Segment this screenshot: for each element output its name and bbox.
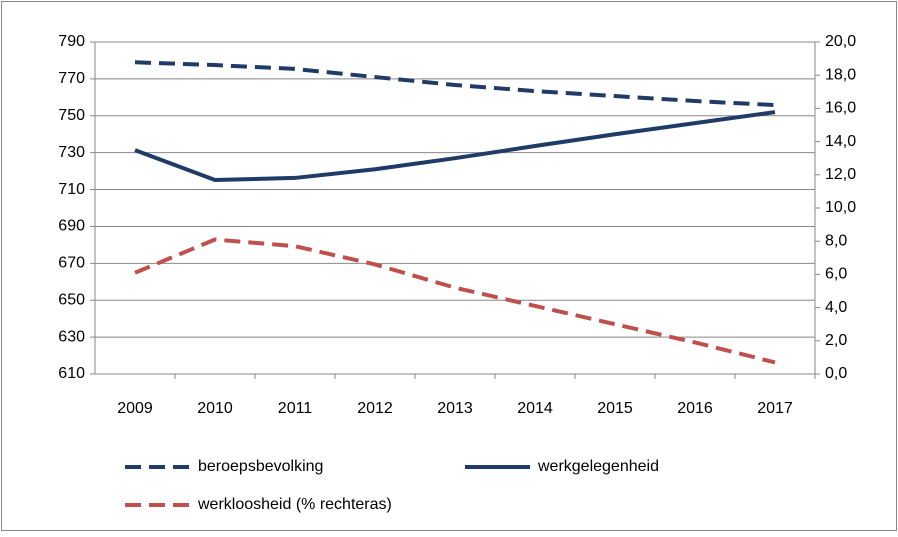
- x-tick-label: 2013: [437, 400, 473, 417]
- y2-tick-label: 12,0: [825, 166, 856, 183]
- y2-tick-label: 6,0: [825, 266, 847, 283]
- y2-tick-label: 14,0: [825, 133, 856, 150]
- y2-tick-label: 8,0: [825, 232, 847, 249]
- y2-tick-label: 0,0: [825, 365, 847, 382]
- legend-label: werkgelegenheid: [537, 458, 659, 475]
- y-tick-label: 730: [58, 144, 85, 161]
- y2-tick-label: 16,0: [825, 100, 856, 117]
- y2-tick-label: 4,0: [825, 299, 847, 316]
- legend-label: werkloosheid (% rechteras): [197, 496, 392, 513]
- series-line: [134, 60, 776, 108]
- y2-tick-label: 10,0: [825, 199, 856, 216]
- y-tick-label: 650: [58, 291, 85, 308]
- y-tick-label: 790: [58, 33, 85, 50]
- y2-tick-label: 18,0: [825, 66, 856, 83]
- legend-label: beroepsbevolking: [198, 458, 323, 475]
- y-tick-label: 750: [58, 107, 85, 124]
- x-tick-label: 2015: [597, 400, 633, 417]
- x-tick-label: 2010: [197, 400, 233, 417]
- y-tick-label: 710: [58, 181, 85, 198]
- y-tick-label: 630: [58, 328, 85, 345]
- y-tick-label: 670: [58, 255, 85, 272]
- y-tick-label: 690: [58, 218, 85, 235]
- x-tick-label: 2016: [677, 400, 713, 417]
- x-tick-label: 2011: [278, 400, 313, 417]
- x-tick-label: 2009: [117, 400, 153, 417]
- x-tick-label: 2014: [517, 400, 553, 417]
- y2-tick-label: 20,0: [825, 33, 856, 50]
- y-tick-label: 770: [58, 70, 85, 87]
- x-tick-label: 2017: [757, 400, 793, 417]
- y2-tick-label: 2,0: [825, 332, 847, 349]
- series-line: [134, 110, 776, 182]
- x-tick-label: 2012: [357, 400, 393, 417]
- y-tick-label: 610: [58, 365, 85, 382]
